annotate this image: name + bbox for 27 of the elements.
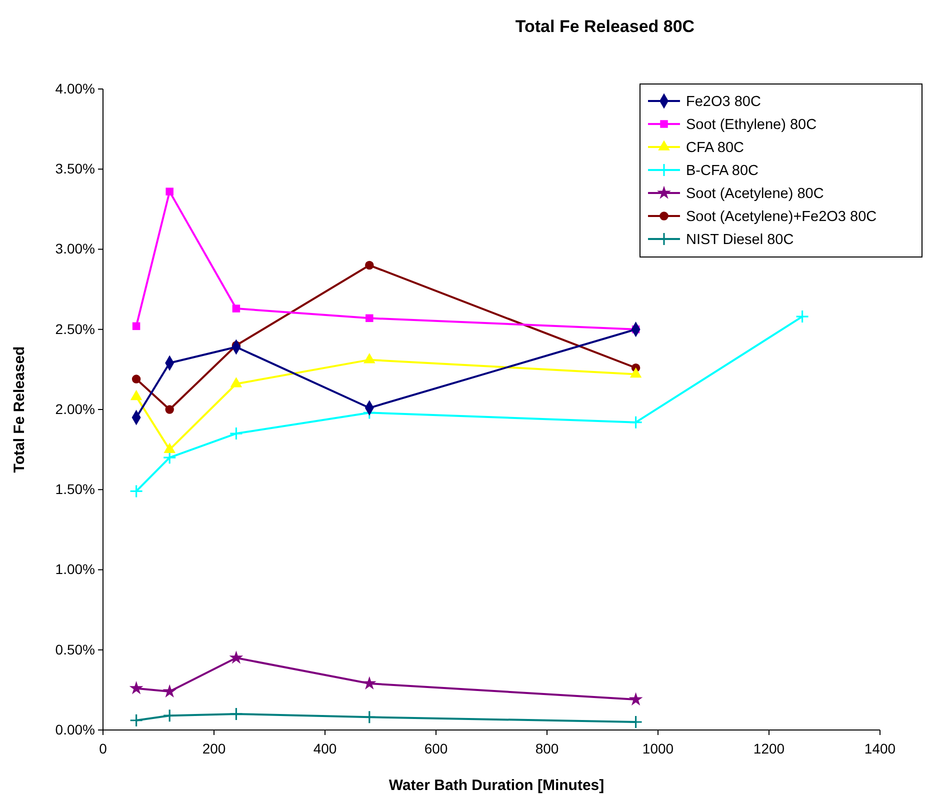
legend-label: Soot (Acetylene)+Fe2O3 80C [686, 209, 877, 225]
y-tick-label: 2.00% [55, 400, 95, 417]
x-tick-label: 600 [424, 740, 448, 756]
legend-label: Soot (Acetylene) 80C [686, 186, 824, 202]
y-tick-label: 1.00% [55, 561, 95, 578]
y-tick-label: 4.00% [55, 80, 95, 96]
chart-title: Total Fe Released 80C [515, 17, 695, 36]
legend-label: CFA 80C [686, 140, 744, 156]
x-tick-label: 200 [202, 740, 226, 756]
y-tick-label: 0.50% [55, 641, 95, 658]
y-tick-label: 2.50% [55, 320, 95, 337]
x-tick-label: 0 [99, 740, 108, 756]
x-tick-label: 1000 [642, 740, 674, 756]
legend-label: B-CFA 80C [686, 163, 759, 179]
legend-label: NIST Diesel 80C [686, 232, 794, 248]
legend-label: Soot (Ethylene) 80C [686, 117, 817, 133]
y-tick-label: 3.50% [55, 160, 95, 177]
x-tick-label: 1200 [753, 740, 785, 756]
x-tick-label: 800 [535, 740, 559, 756]
legend-label: Fe2O3 80C [686, 94, 761, 110]
x-axis-title: Water Bath Duration [Minutes] [388, 777, 604, 794]
y-tick-label: 0.00% [55, 721, 95, 738]
y-axis-title: Total Fe Released [11, 346, 28, 473]
x-tick-label: 1400 [864, 740, 896, 756]
x-tick-label: 400 [313, 740, 337, 756]
y-tick-label: 1.50% [55, 481, 95, 498]
y-tick-label: 3.00% [55, 240, 95, 257]
